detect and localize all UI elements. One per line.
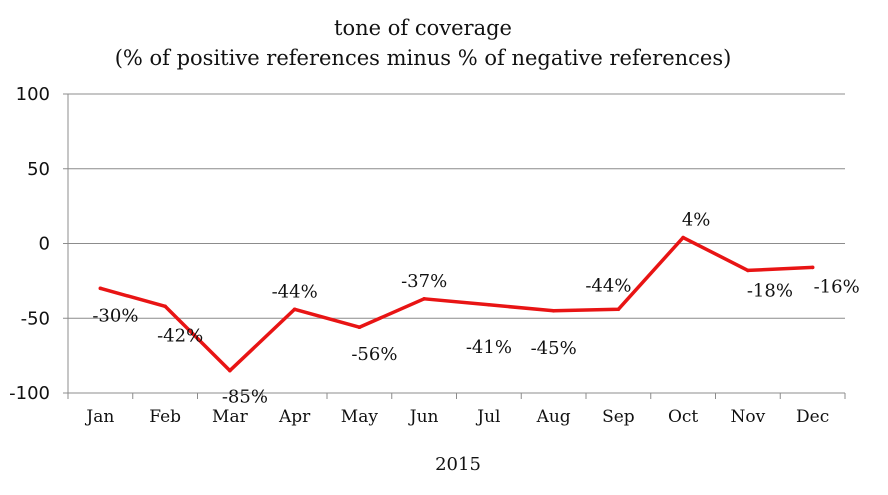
x-tick-label: Sep bbox=[602, 407, 635, 427]
x-tick-label: Aug bbox=[536, 407, 571, 427]
data-label: -18% bbox=[747, 280, 793, 301]
data-label: 4% bbox=[682, 210, 711, 231]
x-tick-label: Dec bbox=[796, 407, 829, 427]
x-tick-label: Apr bbox=[278, 407, 311, 427]
y-tick-label: -100 bbox=[9, 383, 50, 404]
data-label: -56% bbox=[351, 344, 397, 365]
data-label: -37% bbox=[401, 271, 447, 292]
x-tick-label: Feb bbox=[149, 407, 181, 427]
data-labels: -30% -42% -85% -44% -56% -37% -41% -45% -44% 4% -1… bbox=[92, 210, 859, 408]
chart-title-line-2: (% of positive references minus % of neg… bbox=[115, 46, 732, 70]
x-axis: Jan Feb Mar Apr May Jun Jul Aug Sep Oct Nov Dec bbox=[67, 393, 846, 427]
data-label: -30% bbox=[92, 305, 138, 326]
gridlines bbox=[68, 93, 845, 394]
data-label: -44% bbox=[272, 281, 318, 302]
data-point bbox=[551, 308, 556, 313]
chart-title-line-1: tone of coverage bbox=[334, 16, 512, 40]
x-tick-label: Mar bbox=[212, 407, 249, 427]
data-point bbox=[292, 307, 297, 312]
x-tick-label: Oct bbox=[668, 407, 698, 427]
x-tick-label: May bbox=[341, 407, 379, 427]
data-label: -16% bbox=[814, 276, 860, 297]
data-point bbox=[746, 268, 750, 273]
y-tick-label: 0 bbox=[39, 234, 50, 255]
x-tick-label: Jun bbox=[408, 407, 439, 427]
data-label: -44% bbox=[585, 275, 631, 296]
x-tick-label: Jan bbox=[84, 407, 114, 427]
series-line bbox=[98, 235, 815, 373]
x-tick-label: Nov bbox=[731, 407, 766, 427]
y-tick-label: 100 bbox=[16, 84, 50, 105]
data-point bbox=[616, 307, 621, 312]
data-label: -45% bbox=[531, 338, 577, 359]
y-axis: 100 50 0 -50 -100 bbox=[9, 84, 69, 404]
data-point bbox=[681, 235, 685, 240]
x-axis-label: 2015 bbox=[435, 454, 481, 475]
data-point bbox=[422, 297, 426, 301]
series-group bbox=[98, 235, 815, 373]
data-point bbox=[163, 304, 167, 309]
data-label: -42% bbox=[157, 325, 203, 346]
data-point bbox=[487, 302, 491, 307]
data-point bbox=[228, 368, 232, 373]
x-tick-label: Jul bbox=[475, 407, 500, 427]
data-label: -85% bbox=[222, 387, 268, 408]
data-label: -41% bbox=[466, 337, 512, 358]
data-point bbox=[98, 286, 103, 291]
data-point bbox=[357, 325, 362, 330]
y-tick-label: 50 bbox=[27, 159, 50, 180]
data-point bbox=[810, 265, 815, 270]
y-tick-label: -50 bbox=[21, 308, 50, 329]
